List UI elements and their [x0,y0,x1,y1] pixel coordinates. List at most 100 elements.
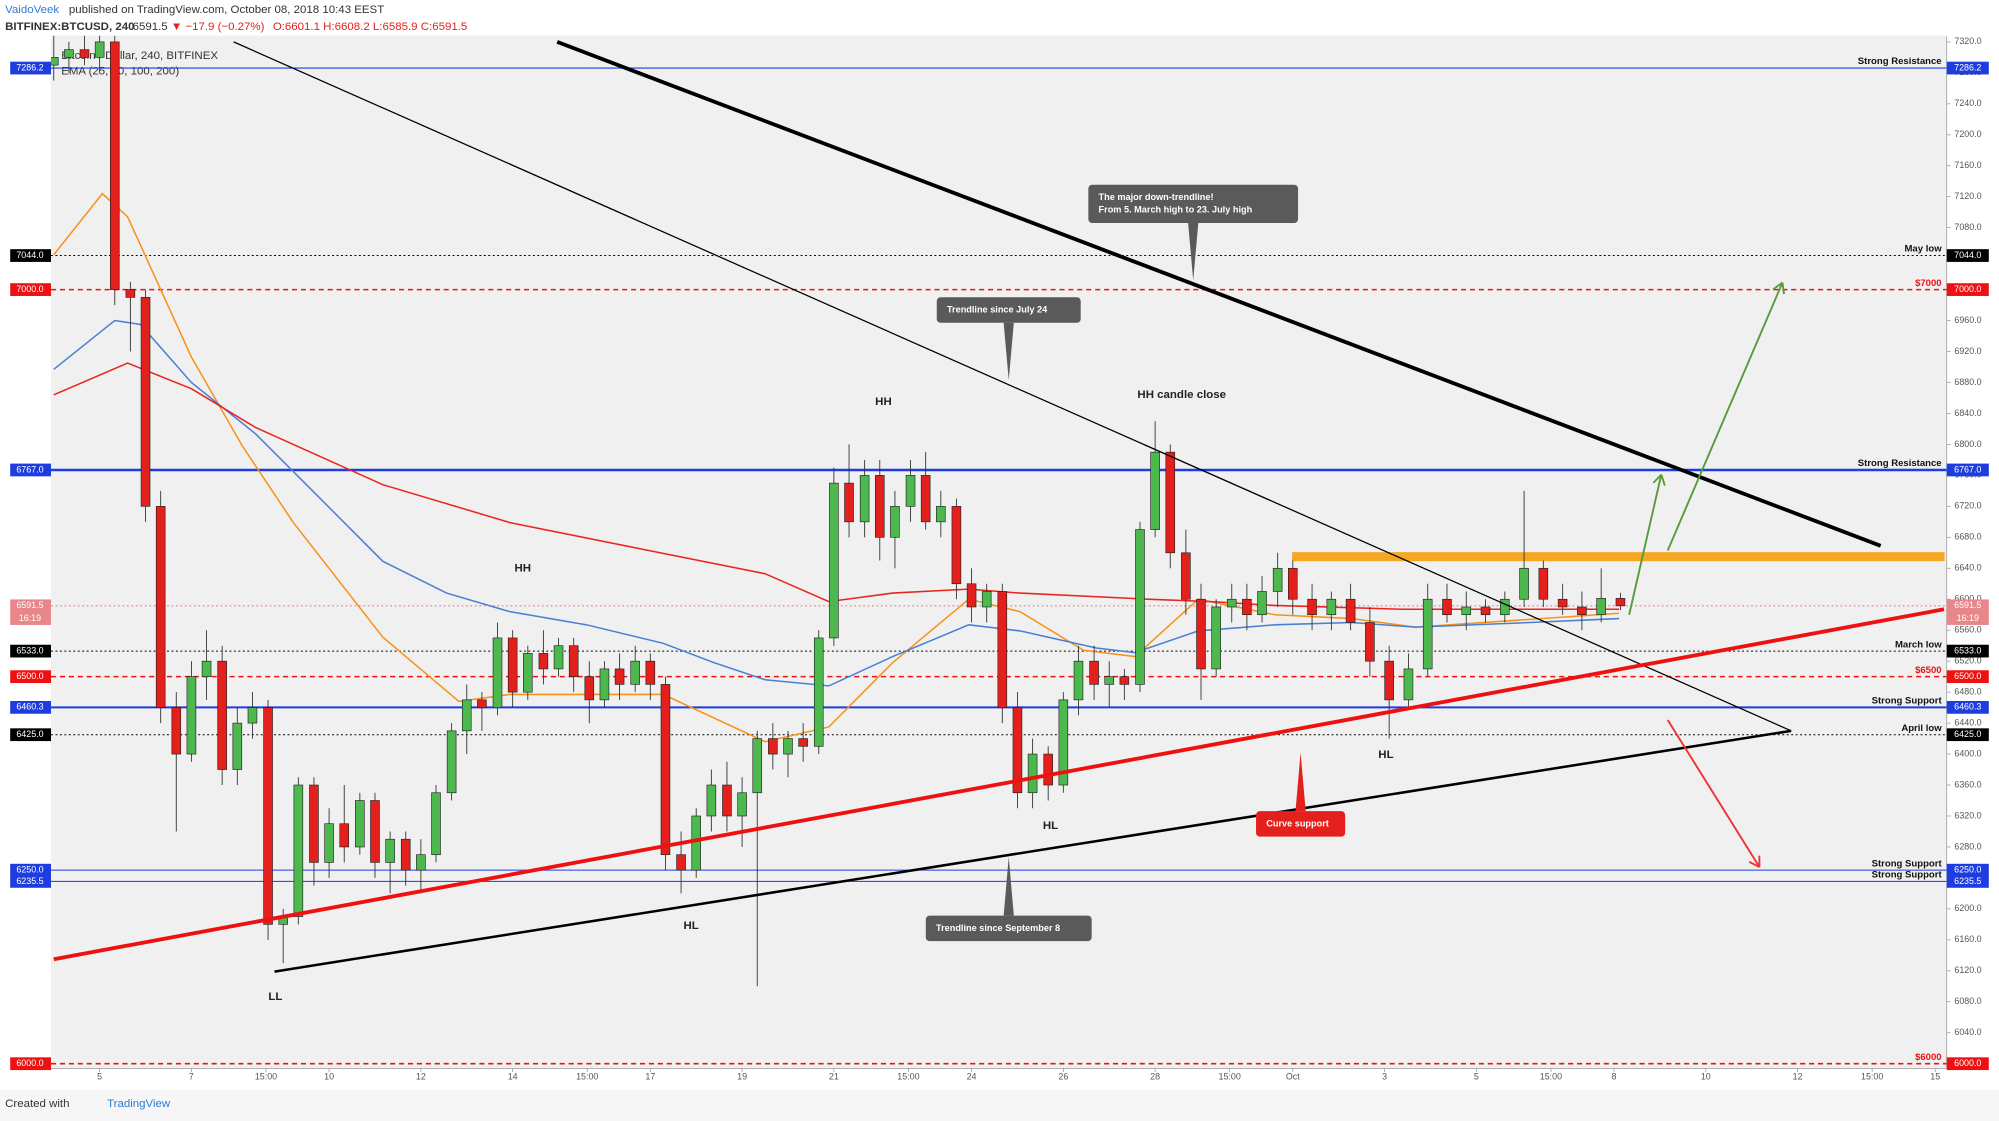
price-tag-label: 6000.0 [1954,1058,1981,1068]
y-tick-label: 6520.0 [1954,656,1981,666]
x-tick-label: 15:00 [255,1072,277,1082]
chart-title: Bitcoin / Dollar, 240, BITFINEX [61,50,218,62]
price-tag-label: 6235.5 [1954,876,1981,886]
candle-body [1365,622,1375,662]
price-tag-label: 6460.3 [16,702,43,712]
price-tag [10,463,51,477]
x-tick-label: 19 [737,1072,747,1082]
price-tag-label: 6591.5 [1954,600,1981,610]
candle-body [1326,598,1337,616]
candle-body [568,645,579,677]
candle-body [1165,451,1176,554]
y-tick-label: 6640.0 [1954,563,1981,573]
candle-body [630,660,640,685]
level-label: Strong Resistance [1858,56,1942,67]
callout-pointer [1003,857,1014,916]
price-tag [1946,863,1989,877]
y-tick-label: 6840.0 [1954,408,1981,418]
candle-body [783,738,793,755]
price-tag [1946,644,1989,658]
candle-body [1480,606,1491,616]
price-tag [1946,728,1989,742]
candle-body [140,297,151,507]
candle-body [461,699,472,732]
candle-body [1119,676,1130,685]
price-tag [10,1057,51,1071]
price-tag-label: 6767.0 [16,464,43,474]
price-tag-label: 6235.5 [16,876,43,886]
countdown: 16:19 [1957,613,1979,623]
trendline [274,729,1792,973]
callout-pointer [1003,322,1014,381]
candle-body [309,784,319,863]
arrow-head [1748,861,1760,868]
price-tag-label: 6533.0 [16,645,43,655]
x-tick-label: 15:00 [1861,1072,1883,1082]
candle-body [324,823,334,863]
candle-body [1150,451,1160,530]
price-tag-label: 6425.0 [16,729,43,739]
x-tick-label: 5 [1474,1072,1479,1082]
price-tag-label: 7000.0 [16,284,43,294]
candle-body [355,800,365,848]
y-tick-label: 6280.0 [1954,841,1981,851]
publisher[interactable]: VaidoVeek [5,4,59,16]
candle-body [1242,598,1252,616]
trendline [233,41,1792,732]
y-tick-label: 6360.0 [1954,779,1981,789]
candle-body [1288,567,1298,600]
candle-body [523,653,533,693]
price-tag-label: 7044.0 [16,250,43,260]
candle-body [94,41,105,58]
candle-body [232,722,243,770]
level-label: $6000 [1915,1052,1942,1063]
candle-body [859,475,870,523]
y-tick-label: 6040.0 [1954,1027,1981,1037]
x-tick-label: 12 [1793,1072,1803,1082]
candle-body [905,475,916,507]
candle-body [1500,598,1510,616]
y-tick-label: 6800.0 [1954,439,1981,449]
candle-body [1403,668,1414,701]
price-tag [1946,1057,1989,1071]
footer-bar [0,1090,1999,1121]
candle-body [538,653,549,670]
price-tag [10,728,51,742]
y-tick-label: 6880.0 [1954,377,1981,387]
y-tick-label: 6600.0 [1954,594,1981,604]
level-label: Strong Support [1872,696,1943,707]
published: published on TradingView.com, October 08… [69,4,384,16]
candle-body [599,668,610,701]
brand[interactable]: TradingView [107,1098,171,1110]
y-tick-label: 7240.0 [1954,98,1981,108]
candle-body [186,676,197,755]
candle-body [1181,552,1191,600]
price-tag [10,701,51,714]
candle-body [553,645,564,670]
level-label: March low [1895,639,1942,650]
y-tick-label: 6120.0 [1954,965,1981,975]
price-tag [1946,463,1989,477]
candle-body [1027,753,1038,794]
candle-body [1196,598,1206,670]
candle-body [1058,699,1069,786]
callout-box [1256,811,1346,837]
candle-body [477,699,487,708]
candle-body [768,738,778,755]
last-price: 6591.5 [133,21,168,33]
price-tag [1946,670,1989,684]
annotation: HL [684,920,699,932]
price-tag [1946,249,1989,262]
price-tag-label: 6500.0 [16,671,43,681]
candle-body [936,506,946,523]
price-tag-label: 6591.5 [16,600,43,610]
x-tick-label: 15:00 [1540,1072,1562,1082]
price-tag-label: 6500.0 [1954,671,1981,681]
candle-body [645,660,656,685]
arrow-head [1660,474,1666,486]
candle-body [584,676,595,701]
candle-body [614,668,625,685]
candle-body [79,49,90,58]
price-tag [1946,599,1989,625]
